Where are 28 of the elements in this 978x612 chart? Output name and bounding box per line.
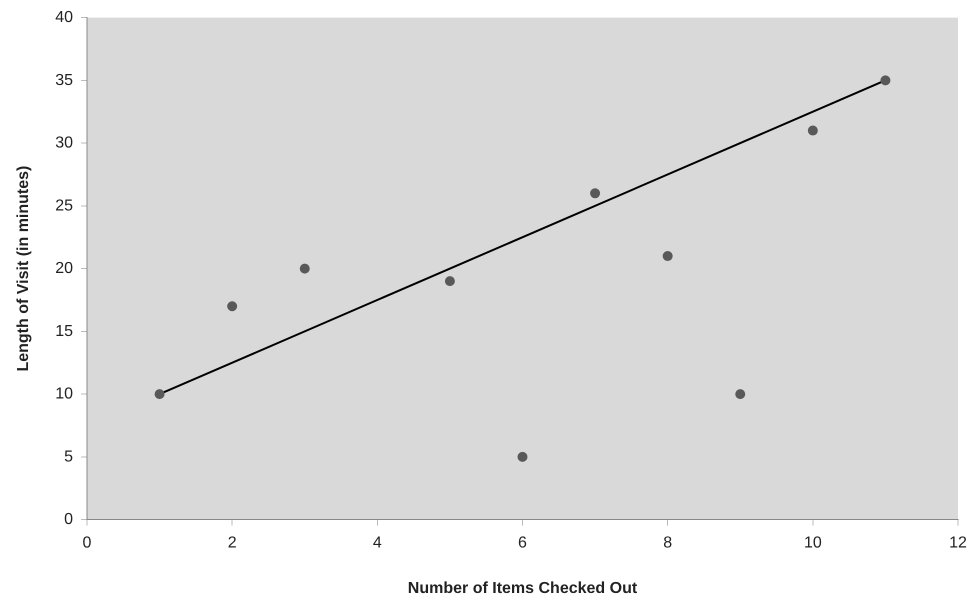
x-tick-label: 0 bbox=[82, 534, 92, 552]
x-tick-label: 10 bbox=[804, 534, 822, 552]
y-tick-label: 20 bbox=[55, 260, 74, 278]
y-tick-label: 35 bbox=[55, 72, 74, 89]
y-tick-label: 30 bbox=[55, 134, 74, 152]
point bbox=[444, 276, 455, 286]
point bbox=[808, 126, 818, 136]
point bbox=[300, 264, 310, 274]
y-axis-title: Length of Visit (in minutes) bbox=[15, 166, 32, 372]
x-tick-label: 4 bbox=[372, 534, 382, 552]
point bbox=[880, 75, 890, 86]
y-tick-label: 40 bbox=[55, 9, 74, 26]
y-tick-label: 5 bbox=[64, 448, 74, 466]
x-tick-label: 12 bbox=[949, 534, 967, 552]
point bbox=[518, 452, 528, 462]
y-tick-label: 15 bbox=[55, 322, 74, 340]
x-tick-label: 2 bbox=[228, 534, 237, 552]
point bbox=[590, 188, 600, 198]
x-axis-title: Number of Items Checked Out bbox=[408, 580, 638, 597]
y-tick-label: 0 bbox=[64, 511, 74, 528]
x-tick-label: 6 bbox=[518, 534, 528, 552]
y-tick-label: 25 bbox=[55, 197, 74, 214]
point bbox=[662, 251, 673, 262]
y-tick-label: 10 bbox=[55, 386, 74, 403]
point bbox=[154, 389, 165, 400]
point bbox=[227, 301, 238, 312]
x-tick-label: 8 bbox=[663, 534, 672, 552]
point bbox=[735, 389, 746, 400]
